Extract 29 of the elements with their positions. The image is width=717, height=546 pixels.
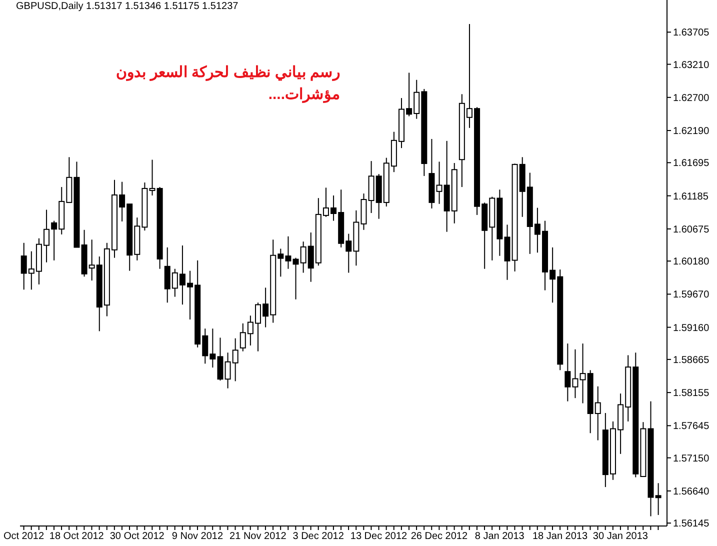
x-tick-label: 3 Dec 2012 [292,531,344,542]
x-tick-label: 18 Oct 2012 [49,531,104,542]
annotation: رسم بياني نظيف لحركة السعر بدون مؤشرات.... [115,63,340,105]
x-tick-label: 18 Jan 2013 [532,531,588,542]
y-tick-label: 1.60180 [673,256,710,268]
x-tick-label: 9 Nov 2012 [172,531,224,542]
chart-title: GBPUSD,Daily 1.51317 1.51346 1.51175 1.51237 [16,1,238,12]
x-tick-label: 13 Dec 2012 [350,531,408,542]
x-tick-label: Oct 2012 [3,531,44,542]
y-tick-label: 1.62700 [673,92,710,104]
y-tick-label: 1.58665 [673,354,710,366]
y-tick-label: 1.57150 [673,453,710,464]
y-tick-label: 1.62190 [673,126,710,138]
y-tick-label: 1.56145 [673,518,710,530]
y-tick-label: 1.59160 [673,322,710,334]
y-tick-label: 1.63705 [673,28,710,39]
y-tick-label: 1.60675 [673,224,710,236]
x-tick-label: 26 Dec 2012 [410,531,468,542]
y-tick-label: 1.61185 [673,191,709,202]
y-tick-label: 1.58155 [673,388,710,400]
x-tick-label: 21 Nov 2012 [230,531,287,542]
x-tick-label: 30 Jan 2013 [592,531,648,542]
y-tick-label: 1.63210 [673,60,710,71]
y-tick-label: 1.57645 [673,421,710,432]
y-tick-label: 1.59670 [673,290,710,301]
x-tick-label: 30 Oct 2012 [110,531,165,542]
x-tick-label: 8 Jan 2013 [474,531,525,542]
y-tick-label: 1.61695 [673,158,710,170]
y-tick-label: 1.56640 [673,486,710,498]
